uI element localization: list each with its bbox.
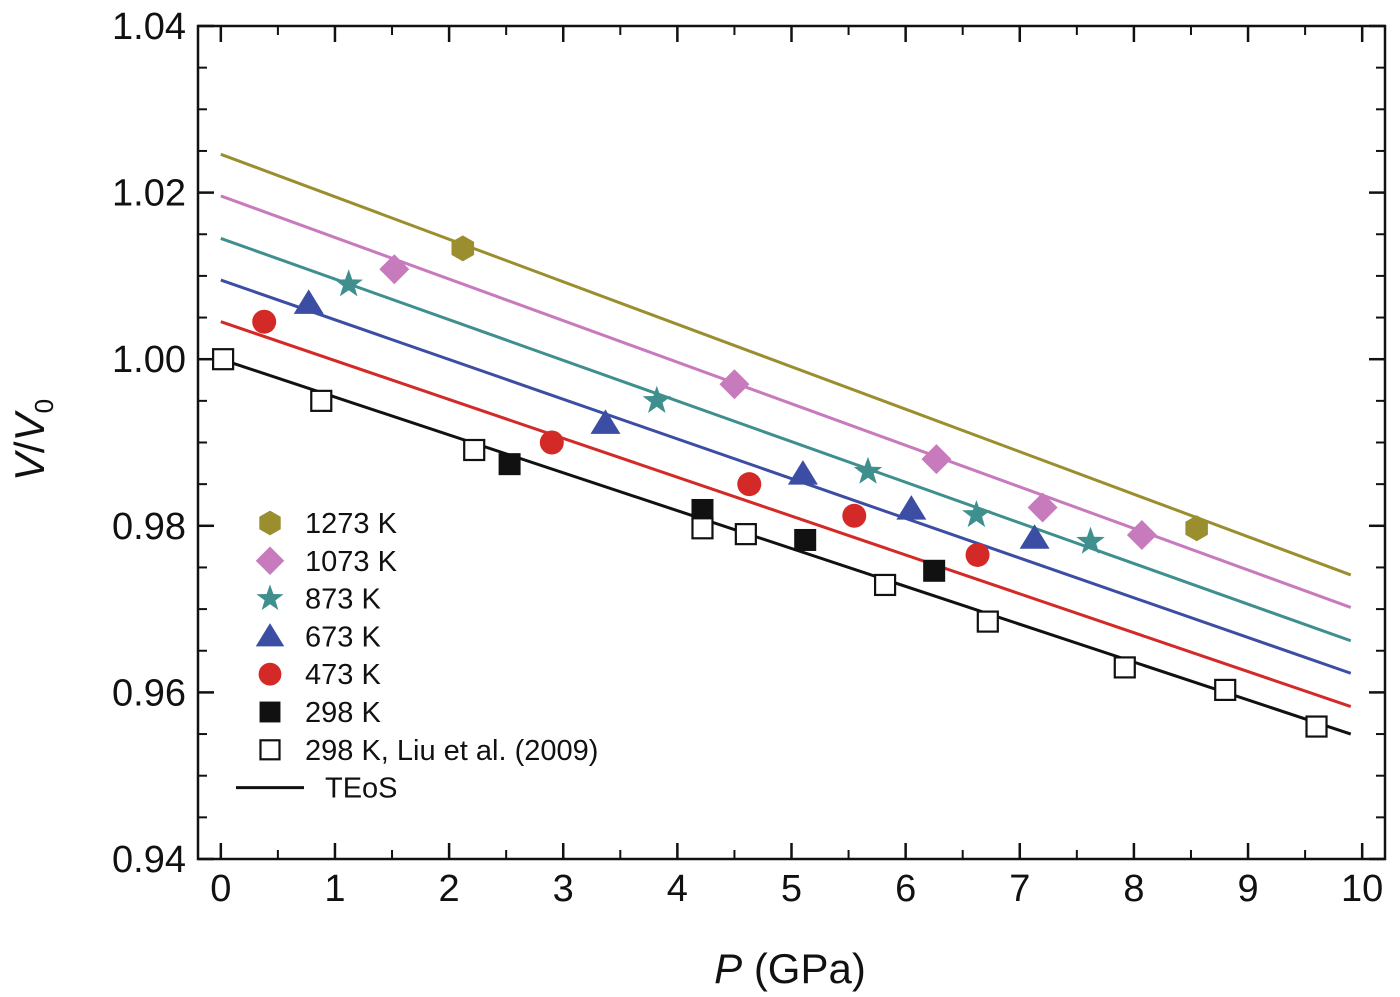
data-markers xyxy=(212,235,1328,738)
x-tick-label: 8 xyxy=(1123,868,1144,910)
legend-label-5: 298 K xyxy=(305,697,381,729)
data-point-s5-0 xyxy=(498,453,521,476)
data-point-s1-0 xyxy=(379,254,410,285)
legend-marker-2 xyxy=(256,584,284,611)
legend-marker-6 xyxy=(259,739,281,761)
legend-marker-5 xyxy=(259,701,281,723)
teos-line-0 xyxy=(220,357,1352,736)
x-tick-label: 10 xyxy=(1341,868,1383,910)
y-tick-label: 0.96 xyxy=(112,672,186,714)
data-point-s1-1 xyxy=(719,369,750,400)
data-point-s2-0 xyxy=(334,269,363,297)
legend-label-4: 473 K xyxy=(305,659,381,691)
legend-marker-4 xyxy=(258,662,282,686)
teos-line-1 xyxy=(220,320,1352,708)
data-point-s3-3 xyxy=(896,495,927,520)
data-point-s3-1 xyxy=(590,409,621,434)
data-point-s1-4 xyxy=(1126,519,1157,550)
data-point-s5-3 xyxy=(923,559,946,582)
data-point-s6-0 xyxy=(212,348,235,371)
x-tick-label: 4 xyxy=(667,868,688,910)
x-tick-label: 6 xyxy=(895,868,916,910)
legend-label-7: TEoS xyxy=(325,773,398,805)
x-tick-label: 3 xyxy=(553,868,574,910)
legend-label-3: 673 K xyxy=(305,621,381,653)
data-point-s2-2 xyxy=(853,456,883,484)
legend-label-6: 298 K, Liu et al. (2009) xyxy=(305,735,598,767)
x-tick-label: 9 xyxy=(1237,868,1258,910)
teos-line-2 xyxy=(220,278,1352,675)
data-point-s6-8 xyxy=(1214,678,1237,702)
data-point-s4-1 xyxy=(539,430,564,455)
y-tick-label: 1.04 xyxy=(112,6,186,48)
legend-marker-0 xyxy=(259,510,281,536)
teos-line-4 xyxy=(220,194,1352,609)
x-tick-label: 1 xyxy=(324,868,345,910)
y-axis-title: V/V0 xyxy=(6,399,59,481)
y-tick-label: 0.94 xyxy=(112,839,186,881)
data-point-s6-5 xyxy=(873,573,897,597)
teos-lines xyxy=(220,152,1352,736)
data-point-s4-3 xyxy=(842,503,867,528)
axes: 0 1 2 3 4 5 6 7 8 9 10 0.94 0.96 0.98 1.00 1.02 1.04 xyxy=(112,6,1387,910)
y-tick-label: 0.98 xyxy=(112,506,186,548)
legend-label-0: 1273 K xyxy=(305,508,398,540)
data-point-s0-0 xyxy=(451,235,475,262)
data-point-s1-3 xyxy=(1027,492,1058,523)
data-point-s4-2 xyxy=(737,472,762,497)
data-point-s2-3 xyxy=(962,500,991,528)
teos-line-5 xyxy=(220,152,1352,577)
x-tick-label: 5 xyxy=(781,868,802,910)
legend: 1273 K 1073 K 873 K 673 K 473 K 298 K 298 K, L… xyxy=(236,508,598,805)
legend-marker-1 xyxy=(255,546,285,576)
data-point-s3-2 xyxy=(787,460,818,485)
x-tick-label: 7 xyxy=(1009,868,1030,910)
data-point-s0-1 xyxy=(1185,515,1208,542)
data-point-s6-3 xyxy=(691,517,714,540)
data-point-s3-0 xyxy=(293,289,324,314)
x-axis-title: P (GPa) xyxy=(714,945,866,992)
y-tick-label: 1.00 xyxy=(112,339,186,381)
data-point-s1-2 xyxy=(921,444,952,475)
teos-line-3 xyxy=(220,237,1352,643)
data-point-s6-9 xyxy=(1305,715,1328,738)
legend-marker-3 xyxy=(255,623,285,647)
data-point-s6-7 xyxy=(1113,656,1136,679)
x-tick-label: 0 xyxy=(210,868,231,910)
data-point-s2-4 xyxy=(1076,526,1105,554)
data-point-s4-4 xyxy=(965,542,990,567)
data-point-s4-0 xyxy=(252,309,277,334)
data-point-s5-2 xyxy=(794,528,817,551)
data-point-s6-2 xyxy=(463,438,486,462)
data-point-s3-4 xyxy=(1019,524,1050,549)
x-tick-label: 2 xyxy=(439,868,460,910)
data-point-s6-4 xyxy=(734,523,757,546)
data-point-s5-1 xyxy=(691,498,714,521)
y-tick-label: 1.02 xyxy=(112,173,186,215)
data-point-s6-6 xyxy=(976,610,999,633)
legend-label-1: 1073 K xyxy=(305,546,398,578)
data-point-s6-1 xyxy=(310,389,333,412)
legend-label-2: 873 K xyxy=(305,584,381,616)
data-point-s2-1 xyxy=(642,385,672,413)
